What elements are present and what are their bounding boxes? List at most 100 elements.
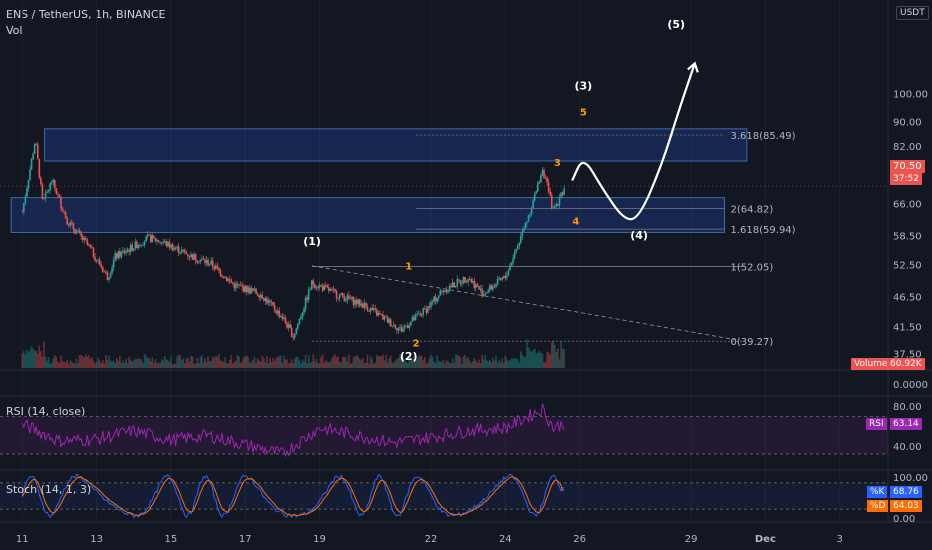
- price-axis-tick: 37.50: [893, 349, 922, 360]
- price-axis-tick: 58.50: [893, 232, 922, 243]
- volume-bar: [301, 359, 304, 368]
- candle-body: [471, 280, 474, 283]
- volume-bar: [377, 356, 380, 368]
- candle-body: [394, 324, 397, 329]
- candle-body: [382, 314, 384, 320]
- volume-bar: [61, 361, 64, 368]
- candle-body: [529, 214, 531, 215]
- volume-bar: [506, 359, 508, 368]
- candle-body: [453, 282, 456, 288]
- candle-body: [354, 300, 356, 305]
- wave-label: 3: [554, 158, 561, 169]
- candle-body: [334, 289, 336, 292]
- volume-bar: [368, 363, 370, 368]
- candle-body: [320, 285, 322, 286]
- volume-bar: [399, 354, 401, 368]
- volume-bar: [154, 359, 157, 368]
- volume-bar: [560, 341, 562, 368]
- candle-body: [303, 308, 305, 313]
- volume-bar: [165, 359, 168, 368]
- candle-body: [498, 277, 500, 280]
- volume-bar: [445, 360, 448, 368]
- candle-body: [476, 284, 479, 286]
- volume-bar: [499, 362, 502, 368]
- candle-body: [385, 316, 387, 318]
- candle-body: [111, 267, 113, 274]
- candle-body: [468, 279, 471, 280]
- volume-bar: [233, 362, 236, 368]
- price-axis-tick: 90.00: [893, 117, 922, 128]
- candle-body: [208, 264, 211, 266]
- volume-bar: [348, 354, 350, 368]
- candle-body: [439, 290, 442, 296]
- volume-bar: [225, 363, 228, 368]
- candle-body: [74, 229, 76, 234]
- candle-body: [247, 287, 250, 293]
- candle-body: [98, 259, 101, 266]
- candle-body: [49, 183, 51, 191]
- candle-body: [184, 249, 186, 253]
- volume-bar: [44, 356, 47, 368]
- projection-path: [571, 63, 696, 221]
- volume-bar: [81, 356, 84, 368]
- volume-bar: [235, 360, 237, 368]
- candle-body: [94, 256, 96, 261]
- volume-bar: [431, 356, 434, 368]
- volume-bar: [170, 356, 172, 368]
- volume-bar: [462, 356, 465, 368]
- candle-body: [518, 242, 521, 246]
- volume-bar: [478, 359, 480, 368]
- volume-bar: [524, 356, 527, 368]
- candle-body: [366, 306, 369, 311]
- volume-bar: [433, 361, 435, 368]
- volume-bar: [345, 356, 347, 368]
- candle-body: [510, 263, 513, 265]
- candle-body: [470, 279, 473, 283]
- volume-bar: [105, 354, 107, 368]
- volume-legend-badge: Volume: [851, 358, 891, 370]
- volume-bar: [332, 355, 335, 368]
- currency-button[interactable]: USDT: [896, 6, 929, 20]
- candle-body: [29, 169, 31, 181]
- candle-body: [400, 326, 403, 332]
- candle-body: [537, 182, 539, 192]
- volume-bar: [363, 363, 366, 368]
- candle-body: [100, 265, 103, 268]
- candle-body: [547, 182, 550, 192]
- volume-bar: [177, 354, 180, 368]
- candle-body: [502, 275, 505, 279]
- rsi-tick-80: 80.00: [893, 402, 922, 413]
- volume-bar: [205, 361, 208, 368]
- candle-body: [433, 296, 435, 302]
- candle-body: [71, 222, 73, 224]
- candle-body: [32, 153, 34, 159]
- candle-body: [176, 246, 178, 249]
- volume-bar: [318, 363, 321, 368]
- volume-bar: [290, 359, 293, 368]
- volume-bar: [94, 363, 96, 368]
- candle-body: [108, 277, 110, 280]
- volume-bar: [40, 351, 42, 368]
- volume-bar: [41, 357, 44, 368]
- volume-bar: [441, 362, 443, 368]
- candle-body: [355, 300, 358, 305]
- candle-body: [149, 234, 152, 243]
- candle-body: [329, 289, 332, 291]
- candle-body: [204, 259, 206, 263]
- candle-body: [131, 244, 134, 251]
- volume-bar: [304, 354, 307, 368]
- candle-body: [428, 306, 431, 308]
- candle-body: [33, 144, 36, 154]
- volume-bar: [149, 361, 152, 368]
- candle-body: [157, 240, 160, 243]
- volume-bar: [303, 361, 305, 368]
- candle-body: [91, 247, 93, 249]
- price-axis-tick: 66.00: [893, 200, 922, 211]
- volume-bar: [417, 356, 420, 368]
- candle-body: [23, 203, 25, 212]
- candle-body: [136, 241, 138, 249]
- volume-bar: [120, 362, 123, 368]
- candle-body: [314, 284, 316, 288]
- candle-body: [515, 249, 517, 253]
